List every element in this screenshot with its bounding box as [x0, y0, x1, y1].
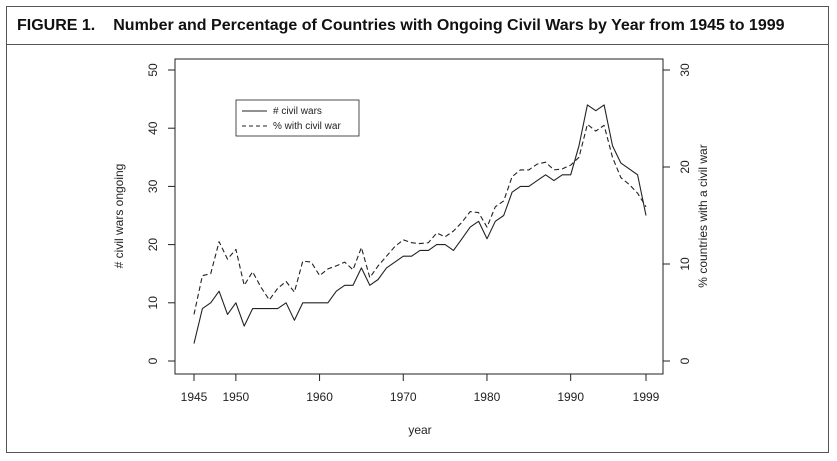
x-tick-label: 1990 — [557, 390, 584, 404]
y-axis-right-title: % countries with a civil war — [696, 144, 710, 287]
y-axis-left-title: # civil wars ongoing — [112, 164, 126, 269]
legend: # civil wars % with civil war — [235, 99, 360, 137]
y-right-tick-label: 20 — [678, 160, 692, 174]
figure-title: Number and Percentage of Countries with … — [113, 16, 785, 34]
figure-label: FIGURE 1. — [17, 16, 96, 34]
x-tick-label: 1999 — [633, 390, 660, 404]
y-left-tick-label: 10 — [146, 296, 160, 310]
series-group — [193, 104, 647, 344]
y-right-tick-label: 10 — [678, 257, 692, 271]
plot-area-box — [174, 58, 664, 375]
figure-frame: FIGURE 1. Number and Percentage of Count… — [6, 6, 829, 453]
y-axis-left: 0 10 20 30 40 50 — [146, 63, 175, 364]
x-tick-label: 1945 — [181, 390, 208, 404]
x-tick-label: 1980 — [474, 390, 501, 404]
y-axis-right: 0 10 20 30 — [663, 63, 692, 364]
y-left-tick-label: 20 — [146, 238, 160, 252]
figure-header: FIGURE 1. Number and Percentage of Count… — [7, 7, 828, 45]
x-axis-title: year — [408, 423, 431, 437]
legend-label-civil-wars: # civil wars — [273, 106, 322, 117]
y-left-tick-label: 50 — [146, 63, 160, 77]
series-line-civil-wars — [193, 104, 647, 344]
legend-label-pct: % with civil war — [273, 121, 341, 132]
legend-box — [235, 99, 360, 137]
series-line-pct-civil-war — [193, 123, 647, 315]
y-left-tick-label: 40 — [146, 121, 160, 135]
y-right-tick-label: 0 — [678, 357, 692, 364]
x-tick-label: 1970 — [390, 390, 417, 404]
x-tick-label: 1960 — [306, 390, 333, 404]
y-left-tick-label: 0 — [146, 357, 160, 364]
y-left-tick-label: 30 — [146, 179, 160, 193]
x-axis: 1945 1950 1960 1970 1980 1990 1999 — [181, 374, 660, 404]
x-tick-label: 1950 — [223, 390, 250, 404]
y-right-tick-label: 30 — [678, 63, 692, 77]
